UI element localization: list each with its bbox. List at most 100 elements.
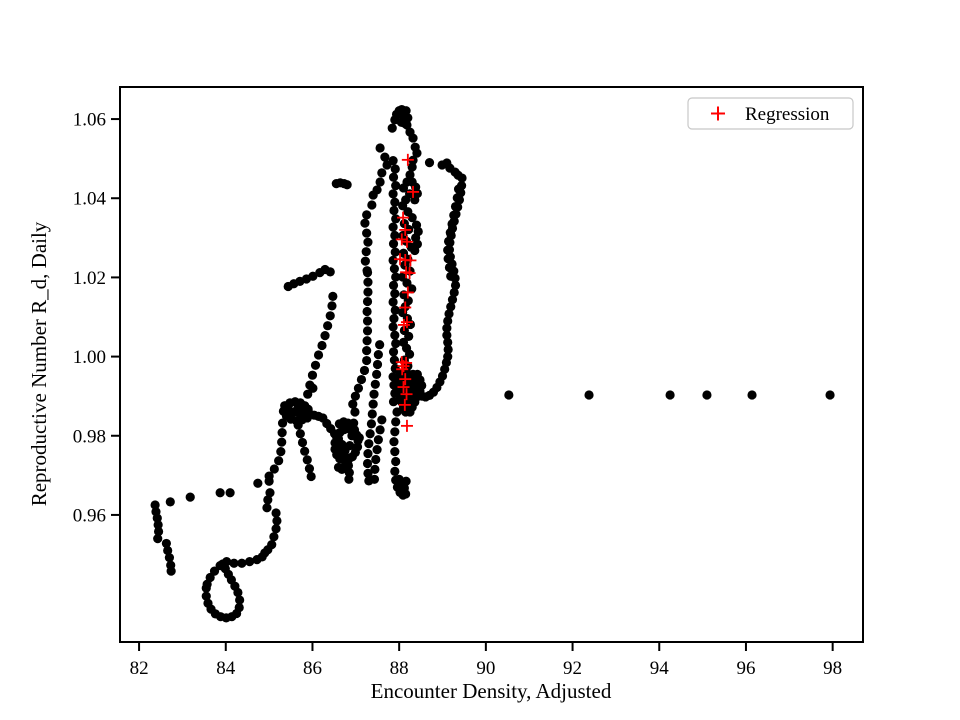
x-tick-label: 88 [390,658,409,679]
x-axis-ticks: 82 84 86 88 90 92 94 96 98 [130,642,842,679]
data-point [363,237,373,247]
data-point [363,448,373,459]
data-point [449,287,459,298]
data-point [446,302,456,312]
data-point [370,379,380,389]
regression-marker [401,286,414,299]
data-point [449,210,459,220]
regression-marker [397,211,410,224]
data-point [362,268,373,278]
data-point [391,338,401,349]
regression-marker [396,363,409,376]
y-tick-label: 1.04 [73,189,107,210]
x-tick-label: 82 [130,658,149,679]
data-point [310,360,321,370]
data-point [368,399,378,409]
data-point [445,228,455,238]
x-axis-label: Encounter Density, Adjusted [371,679,612,703]
data-point [391,417,401,427]
data-point [747,390,757,400]
data-point [388,397,399,407]
data-point [218,559,228,569]
data-point [362,355,372,366]
data-point [443,316,453,326]
data-point [366,419,377,429]
data-point [277,427,287,438]
data-point [362,210,372,220]
x-tick-label: 96 [736,658,755,679]
data-point [388,156,398,166]
data-point [152,513,162,523]
data-point [215,488,225,498]
y-axis-ticks: 0.96 0.98 1.00 1.02 1.04 1.06 [73,110,120,526]
data-point [201,583,211,593]
data-point [337,446,347,457]
data-point [665,390,675,400]
data-point [369,389,379,399]
data-point [391,180,401,191]
regression-marker [403,267,416,280]
data-point [390,164,400,174]
data-point [407,213,417,223]
data-point [398,201,408,211]
regression-marker [399,301,412,314]
data-point [504,390,514,400]
regression-marker [400,316,413,329]
data-point [388,189,398,199]
data-point [253,478,263,488]
data-point [367,409,377,419]
data-point [389,437,399,447]
data-point [388,347,399,357]
data-point [317,340,327,351]
data-point [453,184,464,194]
y-axis-label: Reproductive Number R_d, Daily [27,221,51,506]
regression-marker [400,388,413,401]
data-point [342,180,352,190]
data-point [328,291,338,302]
data-point [391,214,401,224]
data-point [389,264,399,274]
data-point [153,526,164,537]
regression-marker [400,235,413,248]
data-point [405,407,415,417]
data-point [390,197,400,207]
data-point [164,553,175,563]
x-tick-label: 90 [476,658,495,679]
data-point [407,284,417,294]
regression-marker [401,153,414,166]
data-point [388,172,399,182]
data-point [372,369,382,379]
data-point [308,383,318,393]
data-point [362,458,373,469]
data-point [407,162,417,172]
data-point [444,262,455,273]
data-point [356,374,367,385]
data-points-layer [150,104,835,623]
data-point [363,277,373,287]
data-point [225,488,235,498]
data-point [372,445,382,455]
y-tick-label: 0.96 [73,505,106,526]
data-point [370,464,380,475]
data-point [234,602,244,613]
data-point [265,488,275,498]
y-tick-label: 0.98 [73,426,106,447]
data-point [424,158,435,168]
data-point [165,497,175,507]
data-point [390,305,400,315]
data-point [166,566,176,576]
data-point [447,219,457,229]
data-point [442,330,452,340]
data-point [380,152,390,162]
data-point [402,120,412,130]
data-point [452,193,462,203]
data-point [229,558,239,568]
data-point [360,256,370,266]
data-point [362,326,373,336]
data-point [401,106,411,116]
data-point [360,218,370,228]
data-point [361,247,371,257]
x-tick-label: 98 [823,658,842,679]
data-point [375,177,385,187]
